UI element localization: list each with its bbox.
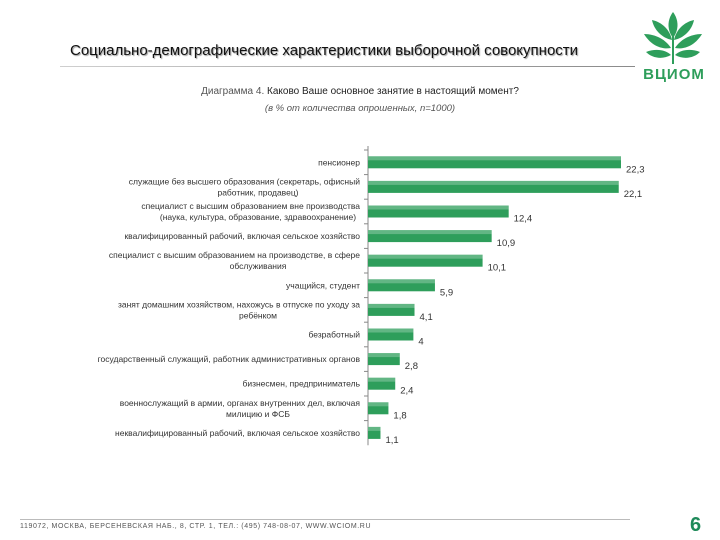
category-label: неквалифицированный рабочий, включая сел… bbox=[115, 428, 360, 438]
bar-highlight bbox=[368, 377, 396, 382]
bar bbox=[368, 328, 414, 341]
bar bbox=[368, 230, 492, 243]
bar bbox=[368, 279, 435, 292]
footer-address: 119072, МОСКВА, БЕРСЕНЕВСКАЯ НАБ., 8, СТ… bbox=[20, 523, 372, 530]
category-label: государственный служащий, работник админ… bbox=[98, 354, 361, 364]
bar bbox=[368, 353, 400, 366]
diagram-question: Каково Ваше основное занятие в настоящий… bbox=[267, 86, 519, 97]
diagram-note: (в % от количества опрошенных, n=1000) bbox=[264, 103, 456, 114]
category-label: пенсионер bbox=[318, 157, 360, 167]
value-label: 1,8 bbox=[393, 410, 406, 421]
value-label: 10,1 bbox=[488, 263, 507, 274]
bar bbox=[368, 303, 415, 316]
value-label: 10,9 bbox=[497, 238, 516, 249]
category-label: ребёнком bbox=[239, 310, 277, 320]
category-label: служащие без высшего образования (секрет… bbox=[129, 176, 360, 186]
bar-highlight bbox=[368, 254, 483, 259]
category-label: квалифицированный рабочий, включая сельс… bbox=[124, 231, 360, 241]
bar-highlight bbox=[368, 156, 621, 161]
category-label: специалист с высшим образованием на прои… bbox=[109, 250, 360, 260]
bar-highlight bbox=[368, 180, 619, 185]
page-title: Социально-демографические характеристики… bbox=[70, 42, 579, 59]
value-label: 4 bbox=[418, 337, 423, 348]
bar-highlight bbox=[368, 230, 492, 235]
bar bbox=[368, 426, 381, 439]
bar-highlight bbox=[368, 279, 435, 284]
tree-logo-icon bbox=[644, 12, 702, 64]
value-label: 22,1 bbox=[624, 189, 643, 200]
bar bbox=[368, 254, 483, 267]
bar-highlight bbox=[368, 328, 414, 333]
logo-text: ВЦИОМ bbox=[643, 66, 705, 83]
category-label: военнослужащий в армии, органах внутренн… bbox=[120, 398, 361, 408]
category-label: обслуживания bbox=[230, 261, 287, 271]
value-label: 22,3 bbox=[626, 164, 645, 175]
page-number: 6 bbox=[690, 514, 702, 536]
bar bbox=[368, 156, 621, 169]
bar-highlight bbox=[368, 353, 400, 358]
category-label: работник, продавец) bbox=[217, 187, 298, 197]
diagram-subtitle: Диаграмма 4. Каково Ваше основное заняти… bbox=[0, 86, 720, 97]
category-label: безработный bbox=[308, 330, 360, 340]
footer-divider bbox=[20, 519, 630, 520]
bar bbox=[368, 402, 389, 415]
bar-chart: 22,3 пенсионер 22,1 служащие без высшего об… bbox=[98, 146, 645, 446]
bar bbox=[368, 377, 396, 390]
bar-highlight bbox=[368, 426, 381, 431]
value-label: 12,4 bbox=[514, 214, 533, 225]
value-label: 4,1 bbox=[420, 312, 433, 323]
bar bbox=[368, 205, 509, 218]
category-label: занят домашним хозяйством, нахожусь в от… bbox=[118, 299, 360, 309]
category-label: бизнесмен, предприниматель bbox=[242, 379, 360, 389]
bar-highlight bbox=[368, 402, 389, 407]
bar-highlight bbox=[368, 303, 415, 308]
bar bbox=[368, 180, 619, 193]
category-label: учащийся, студент bbox=[286, 280, 360, 290]
category-label: специалист с высшим образованием вне про… bbox=[141, 201, 360, 211]
value-label: 2,4 bbox=[400, 386, 413, 397]
title-divider bbox=[60, 66, 635, 67]
category-label: милицию и ФСБ bbox=[226, 409, 290, 419]
diagram-prefix: Диаграмма 4. bbox=[201, 86, 265, 97]
value-label: 5,9 bbox=[440, 287, 453, 298]
value-label: 1,1 bbox=[385, 435, 398, 446]
value-label: 2,8 bbox=[405, 361, 418, 372]
bar-highlight bbox=[368, 205, 509, 210]
category-label: (наука, культура, образование, здравоохр… bbox=[160, 212, 356, 222]
